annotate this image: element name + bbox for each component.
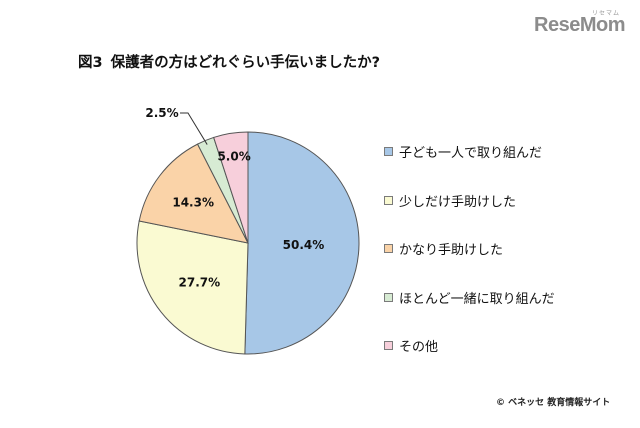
slice-value-label: 2.5% [145,106,178,120]
pie-slice [244,131,360,355]
legend-item: 子ども一人で取り組んだ [384,142,555,191]
legend-item: ほとんど一緒に取り組んだ [384,288,555,337]
legend-label: かなり手助けした [399,243,504,258]
slice-value-label: 50.4% [283,238,325,252]
slice-value-label: 14.3% [172,195,214,209]
leader-line [180,112,208,145]
legend-item: かなり手助けした [384,239,555,288]
slice-value-label: 27.7% [179,276,221,290]
legend-swatch [384,195,393,205]
figure-title: 保護者の方はどれぐらい手伝いましたか? [110,55,381,71]
chart-title: 図3 保護者の方はどれぐらい手伝いましたか? [78,51,380,72]
pie-slice [138,143,249,244]
figure-number: 図3 [78,55,103,71]
pie-slice [213,131,249,244]
legend-label: 少しだけ手助けした [399,194,517,210]
legend-item: 少しだけ手助けした [384,191,555,240]
pie-slice [136,220,249,355]
legend-item: その他 [384,336,555,385]
legend-label: その他 [399,340,439,355]
legend-label: 子ども一人で取り組んだ [399,146,543,161]
brand-logo-text: ReseMom [534,14,625,36]
legend-swatch [384,341,393,350]
legend-label: ほとんど一緒に取り組んだ [399,291,555,307]
legend-swatch [384,244,393,253]
chart-legend: 子ども一人で取り組んだ 少しだけ手助けした かなり手助けした ほとんど一緒に取り… [384,142,555,385]
brand-logo: リセマム ReseMom [534,8,634,42]
legend-swatch [384,147,393,156]
slice-value-label: 5.0% [217,149,250,163]
brand-logo-subtext: リセマム [592,10,621,17]
copyright-credit: © ベネッセ 教育情報サイト [496,398,611,408]
legend-swatch [384,292,393,302]
